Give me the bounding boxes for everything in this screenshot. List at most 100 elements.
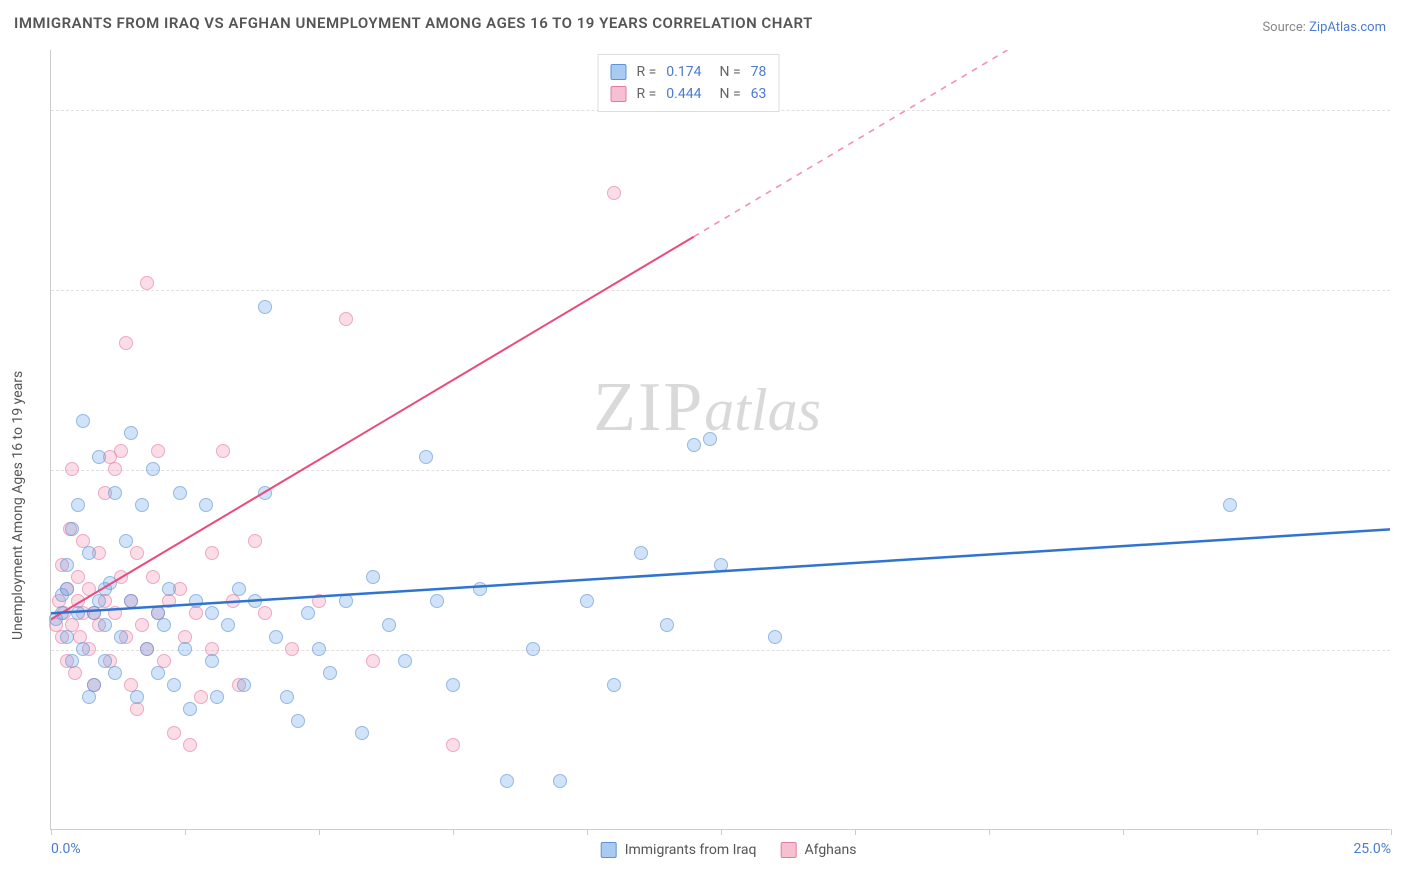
data-point-afghan bbox=[114, 444, 128, 458]
data-point-iraq bbox=[55, 606, 69, 620]
data-point-afghan bbox=[194, 690, 208, 704]
r-value-afghan: 0.444 bbox=[666, 86, 701, 102]
data-point-afghan bbox=[108, 606, 122, 620]
x-tick-label: 25.0% bbox=[1353, 841, 1391, 857]
data-point-afghan bbox=[183, 738, 197, 752]
data-point-iraq bbox=[130, 690, 144, 704]
data-point-afghan bbox=[446, 738, 460, 752]
data-point-iraq bbox=[199, 498, 213, 512]
data-point-iraq bbox=[269, 630, 283, 644]
chart-title: IMMIGRANTS FROM IRAQ VS AFGHAN UNEMPLOYM… bbox=[14, 14, 813, 32]
data-point-iraq bbox=[189, 594, 203, 608]
data-point-iraq bbox=[124, 426, 138, 440]
x-tick bbox=[51, 829, 52, 835]
source-link[interactable]: ZipAtlas.com bbox=[1309, 20, 1386, 35]
data-point-iraq bbox=[703, 432, 717, 446]
n-label: N = bbox=[719, 86, 740, 102]
data-point-iraq bbox=[446, 678, 460, 692]
data-point-iraq bbox=[355, 726, 369, 740]
data-point-afghan bbox=[258, 606, 272, 620]
data-point-iraq bbox=[108, 486, 122, 500]
r-label: R = bbox=[637, 64, 657, 80]
data-point-iraq bbox=[553, 774, 567, 788]
data-point-iraq bbox=[237, 678, 251, 692]
data-point-iraq bbox=[280, 690, 294, 704]
n-value-iraq: 78 bbox=[751, 64, 767, 80]
data-point-iraq bbox=[768, 630, 782, 644]
data-point-iraq bbox=[660, 618, 674, 632]
legend-label-iraq: Immigrants from Iraq bbox=[625, 842, 757, 858]
data-point-iraq bbox=[82, 546, 96, 560]
x-tick bbox=[185, 829, 186, 835]
gridline bbox=[51, 650, 1390, 651]
data-point-iraq bbox=[92, 450, 106, 464]
data-point-afghan bbox=[366, 654, 380, 668]
x-tick bbox=[1123, 829, 1124, 835]
n-label: N = bbox=[719, 64, 740, 80]
regression-lines bbox=[51, 50, 1390, 829]
data-point-afghan bbox=[312, 594, 326, 608]
data-point-iraq bbox=[301, 606, 315, 620]
data-point-iraq bbox=[183, 702, 197, 716]
data-point-iraq bbox=[580, 594, 594, 608]
x-tick bbox=[453, 829, 454, 835]
y-tick-label: 45.0% bbox=[1395, 282, 1406, 298]
data-point-afghan bbox=[119, 336, 133, 350]
data-point-iraq bbox=[221, 618, 235, 632]
data-point-iraq bbox=[178, 642, 192, 656]
data-point-iraq bbox=[430, 594, 444, 608]
data-point-iraq bbox=[76, 642, 90, 656]
data-point-iraq bbox=[1223, 498, 1237, 512]
data-point-iraq bbox=[312, 642, 326, 656]
data-point-iraq bbox=[162, 582, 176, 596]
r-label: R = bbox=[637, 86, 657, 102]
data-point-iraq bbox=[98, 618, 112, 632]
data-point-afghan bbox=[216, 444, 230, 458]
watermark-atlas: atlas bbox=[704, 377, 821, 443]
source-attribution: Source: ZipAtlas.com bbox=[1262, 20, 1386, 35]
data-point-afghan bbox=[135, 618, 149, 632]
data-point-afghan bbox=[205, 546, 219, 560]
data-point-iraq bbox=[323, 666, 337, 680]
data-point-iraq bbox=[65, 654, 79, 668]
plot-area: ZIPatlas 15.0%30.0%45.0%60.0%0.0%25.0% bbox=[50, 50, 1390, 830]
data-point-iraq bbox=[526, 642, 540, 656]
regression-line bbox=[51, 237, 694, 620]
data-point-afghan bbox=[339, 312, 353, 326]
data-point-iraq bbox=[114, 630, 128, 644]
data-point-iraq bbox=[71, 606, 85, 620]
legend-item-iraq: Immigrants from Iraq bbox=[601, 842, 757, 858]
data-point-iraq bbox=[634, 546, 648, 560]
data-point-iraq bbox=[146, 462, 160, 476]
data-point-afghan bbox=[248, 534, 262, 548]
legend-row-afghan: R = 0.444 N = 63 bbox=[611, 83, 767, 105]
correlation-legend: R = 0.174 N = 78 R = 0.444 N = 63 bbox=[598, 54, 780, 112]
x-tick bbox=[855, 829, 856, 835]
data-point-iraq bbox=[92, 594, 106, 608]
data-point-iraq bbox=[124, 594, 138, 608]
data-point-iraq bbox=[248, 594, 262, 608]
data-point-afghan bbox=[130, 546, 144, 560]
data-point-afghan bbox=[189, 606, 203, 620]
data-point-iraq bbox=[232, 582, 246, 596]
data-point-iraq bbox=[382, 618, 396, 632]
data-point-iraq bbox=[71, 498, 85, 512]
data-point-afghan bbox=[226, 594, 240, 608]
data-point-iraq bbox=[339, 594, 353, 608]
legend-label-afghan: Afghans bbox=[804, 842, 856, 858]
data-point-iraq bbox=[398, 654, 412, 668]
data-point-iraq bbox=[366, 570, 380, 584]
data-point-iraq bbox=[607, 678, 621, 692]
series-legend: Immigrants from Iraq Afghans bbox=[601, 842, 857, 858]
data-point-iraq bbox=[108, 666, 122, 680]
y-tick-label: 15.0% bbox=[1395, 642, 1406, 658]
data-point-iraq bbox=[210, 690, 224, 704]
data-point-iraq bbox=[65, 522, 79, 536]
r-value-iraq: 0.174 bbox=[666, 64, 701, 80]
data-point-iraq bbox=[291, 714, 305, 728]
data-point-iraq bbox=[173, 486, 187, 500]
data-point-iraq bbox=[419, 450, 433, 464]
x-tick-label: 0.0% bbox=[51, 841, 81, 857]
data-point-iraq bbox=[87, 678, 101, 692]
data-point-afghan bbox=[285, 642, 299, 656]
